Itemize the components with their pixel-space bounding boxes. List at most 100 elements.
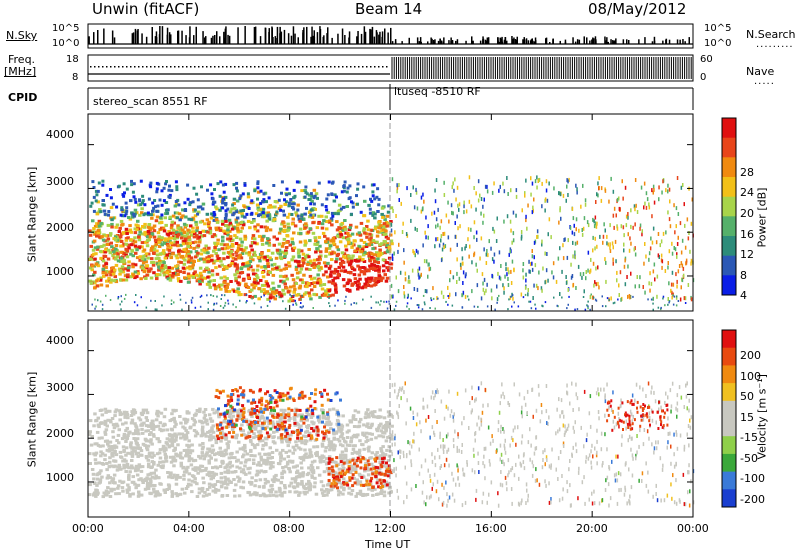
power-cell <box>124 253 128 257</box>
power-cell <box>338 240 343 244</box>
velocity-cell <box>253 427 258 431</box>
velocity-cell <box>187 455 192 458</box>
power-cell <box>676 284 678 289</box>
power-cell <box>432 286 434 291</box>
power-cell <box>102 243 106 247</box>
velocity-cell <box>268 446 272 450</box>
power-cell <box>247 253 251 257</box>
velocity-cell <box>182 449 187 452</box>
power-cell <box>290 273 294 277</box>
power-cell <box>426 289 428 294</box>
velocity-cell <box>166 471 170 474</box>
power-cell <box>243 284 248 288</box>
velocity-cell <box>341 414 345 418</box>
velocity-cell <box>172 416 176 420</box>
nsky-bar <box>279 33 281 44</box>
power-cell <box>369 228 374 232</box>
power-cell <box>346 281 350 285</box>
power-cell <box>188 245 193 249</box>
power-cell <box>460 265 462 270</box>
power-cell <box>359 221 364 225</box>
power-cell <box>483 291 486 296</box>
velocity-cell <box>287 418 291 422</box>
power-cell <box>592 217 594 222</box>
velocity-cell <box>215 409 219 413</box>
power-cell <box>205 266 209 270</box>
freq-dot <box>298 66 300 68</box>
velocity-cell <box>386 422 391 426</box>
velocity-cell <box>371 465 376 469</box>
power-cell <box>98 235 102 239</box>
velocity-cell <box>363 469 367 473</box>
power-cell <box>282 275 286 279</box>
velocity-cell <box>345 443 350 447</box>
power-cell <box>334 304 336 307</box>
power-cell <box>112 250 116 254</box>
power-cell <box>285 240 289 244</box>
power-cell <box>289 297 293 301</box>
velocity-cell <box>116 433 121 437</box>
velocity-cell <box>351 417 356 421</box>
velocity-cell <box>134 425 139 429</box>
power-cell <box>537 286 539 291</box>
power-cell <box>284 249 288 253</box>
power-cell <box>142 254 146 258</box>
power-cell <box>201 276 206 280</box>
power-cell <box>367 276 371 280</box>
power-cell <box>126 266 131 270</box>
power-cell <box>265 226 269 230</box>
power-cell <box>221 201 225 205</box>
velocity-cell <box>124 446 129 450</box>
power-cell <box>235 306 237 309</box>
power-cell <box>355 247 360 251</box>
power-cell <box>344 302 346 305</box>
velocity-cell <box>283 408 287 412</box>
nsky-bar <box>373 36 376 44</box>
power-cell <box>152 271 156 275</box>
power-cell <box>333 267 338 271</box>
power-cell <box>132 182 136 186</box>
power-cell <box>290 202 294 206</box>
power-cell <box>371 247 375 251</box>
velocity-cell <box>145 424 149 428</box>
velocity-cell <box>300 441 304 445</box>
velocity-cell <box>110 489 114 493</box>
power-cell <box>231 238 235 242</box>
power-cell <box>368 264 372 268</box>
power-cell <box>581 228 583 232</box>
power-cell <box>104 266 108 269</box>
power-cell <box>257 287 261 291</box>
nsky-bar <box>384 36 386 44</box>
power-cell <box>406 186 408 191</box>
power-cell <box>531 181 534 186</box>
power-cell <box>369 239 374 242</box>
power-cell <box>368 280 372 284</box>
power-cell <box>513 301 515 304</box>
velocity-cell <box>301 458 306 462</box>
power-cell <box>545 188 548 193</box>
power-cell <box>97 210 101 214</box>
velocity-cell <box>120 437 125 441</box>
power-cell <box>362 227 367 231</box>
velocity-cell <box>326 415 331 419</box>
power-cell <box>107 210 111 213</box>
velocity-cell <box>198 443 202 447</box>
power-cell <box>419 274 421 279</box>
power-cell <box>119 250 123 254</box>
freq-dot <box>218 66 220 68</box>
power-cell <box>140 207 144 211</box>
power-cell <box>345 190 349 194</box>
velocity-cell <box>169 460 174 464</box>
power-cell <box>124 212 128 216</box>
power-cell <box>133 231 138 235</box>
power-cell <box>232 202 236 205</box>
power-cell <box>318 257 322 261</box>
velocity-cell <box>185 469 189 473</box>
power-cell <box>662 231 665 236</box>
power-cell <box>151 226 155 230</box>
power-cell <box>630 241 632 246</box>
velocity-cell <box>332 447 337 451</box>
velocity-cell <box>247 471 252 475</box>
power-cell <box>363 250 367 254</box>
power-cell <box>208 231 212 235</box>
